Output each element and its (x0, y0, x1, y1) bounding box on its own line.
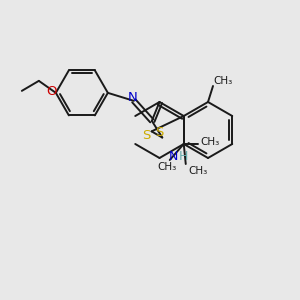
Text: N: N (128, 92, 138, 104)
Text: H: H (179, 149, 188, 163)
Text: CH₃: CH₃ (200, 137, 219, 147)
Text: CH₃: CH₃ (188, 166, 207, 176)
Text: S: S (142, 129, 151, 142)
Text: O: O (46, 85, 57, 98)
Text: CH₃: CH₃ (213, 76, 232, 86)
Text: S: S (155, 126, 164, 139)
Text: CH₃: CH₃ (157, 162, 176, 172)
Text: N: N (169, 149, 178, 163)
